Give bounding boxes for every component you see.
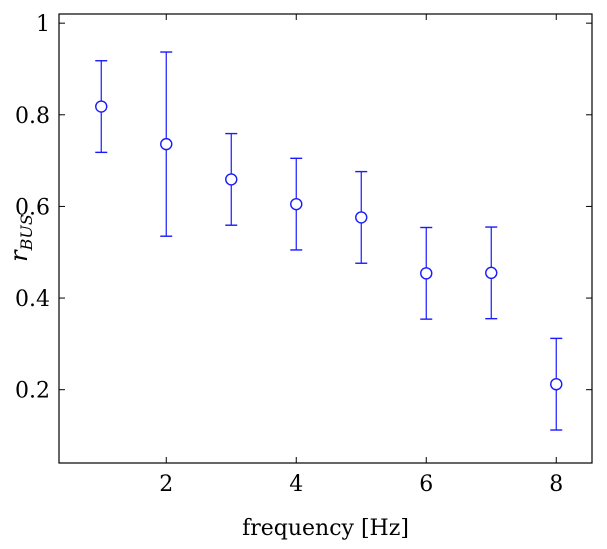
data-point xyxy=(160,137,173,151)
y-tick-label: 0.2 xyxy=(15,379,50,404)
y-tick-label: 0.8 xyxy=(15,104,50,129)
plot-frame xyxy=(58,13,593,464)
data-point xyxy=(420,267,433,280)
data-point xyxy=(355,211,368,224)
y-axis-title: rBUS xyxy=(5,214,36,262)
data-point xyxy=(225,173,238,186)
y-axis-title-subscript: BUS xyxy=(17,214,36,251)
y-tick-label: 1 xyxy=(36,12,50,37)
data-point xyxy=(485,266,498,280)
x-tick-label: 4 xyxy=(289,472,303,497)
x-tick-label: 2 xyxy=(159,472,173,497)
marks-layer xyxy=(95,51,563,431)
data-point xyxy=(550,377,563,391)
data-point xyxy=(290,197,303,211)
x-tick-label: 6 xyxy=(419,472,433,497)
y-axis-title-main: r xyxy=(5,249,33,262)
y-tick-label: 0.4 xyxy=(15,287,50,312)
x-tick-label: 8 xyxy=(549,472,563,497)
y-tick-label: 0.6 xyxy=(15,195,50,220)
x-axis-title: frequency [Hz] xyxy=(242,516,409,541)
data-point xyxy=(95,100,108,113)
ticks-layer: 2 4 6 8 0.2 0.4 0.6 0.8 1 xyxy=(15,12,592,497)
